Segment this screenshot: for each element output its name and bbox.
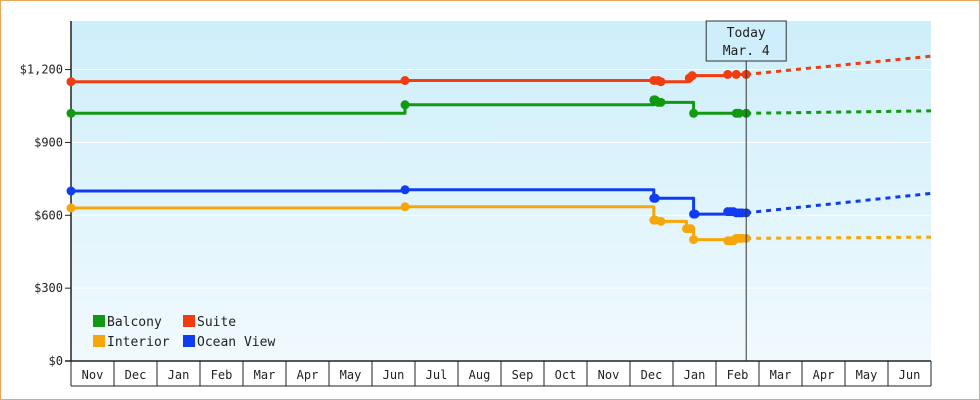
x-tick-label: Apr [813,368,835,382]
x-tick-label: Aug [469,368,491,382]
today-date: Mar. 4 [723,44,770,59]
y-tick-label: $300 [34,281,63,295]
legend-label: Balcony [107,315,162,330]
series-layer [66,54,932,246]
x-tick-label: Feb [727,368,749,382]
data-point [66,108,76,118]
legend-label: Ocean View [197,335,275,350]
data-point [689,235,699,245]
today-callout-box [705,20,787,62]
y-tick-label: $600 [34,208,63,222]
data-point [66,186,76,196]
series-ocean-view [66,185,932,219]
x-tick-label: Mar [770,368,792,382]
legend-swatch [183,315,195,327]
series-interior [66,202,932,246]
series-projection [746,109,932,115]
y-tick-label: $900 [34,135,63,149]
data-point [656,97,666,107]
x-tick-label: Apr [297,368,319,382]
data-point [731,69,741,79]
legend-label: Interior [107,335,170,350]
data-point [686,224,696,234]
x-tick-label: Oct [555,368,577,382]
data-point [734,108,744,118]
y-tick-label: $0 [49,354,63,368]
x-tick-label: Sep [512,368,534,382]
legend-swatch [183,335,195,347]
legend-item-suite: Suite [183,315,236,330]
legend-item-ocean-view: Ocean View [183,335,275,350]
x-tick-label: Nov [598,368,620,382]
x-tick-label: Jun [899,368,921,382]
data-point [650,193,660,203]
data-point [400,76,410,85]
x-tick-label: Dec [641,368,663,382]
data-point [723,69,733,79]
data-point [689,108,699,118]
y-axis: $0 $300 $600 $900 $1,200 [20,21,72,368]
data-point [656,77,666,87]
y-gridlines [71,69,931,289]
series-suite [66,54,932,87]
x-tick-label: Jun [383,368,405,382]
x-axis: Nov Dec Jan Feb Mar Apr May Jun Jul Aug Sep Oct Nov D… [65,360,932,387]
data-point [656,216,666,226]
data-point [66,203,76,213]
x-tick-label: Nov [82,368,104,382]
x-tick-label: Feb [211,368,233,382]
data-point [400,100,410,110]
legend-label: Suite [197,315,236,330]
legend-item-interior: Interior [93,335,170,350]
x-tick-label: Jul [426,368,448,382]
x-tick-label: Dec [125,368,147,382]
legend-item-balcony: Balcony [93,315,162,330]
x-tick-label: Jan [168,368,190,382]
data-point [66,77,76,87]
series-projection [746,54,932,76]
series-projection [746,235,932,240]
data-point [687,71,697,81]
x-tick-label: May [856,368,878,382]
y-tick-label: $1,200 [20,63,63,77]
data-point [400,185,410,195]
data-point [400,202,410,212]
legend: Balcony Suite Interior Ocean View [93,315,275,350]
legend-swatch [93,315,105,327]
today-label: Today [727,26,766,41]
data-point [690,209,700,219]
today-marker: Today Mar. 4 [705,20,787,361]
series-balcony [66,95,932,118]
x-tick-label: Mar [254,368,276,382]
x-tick-label: May [340,368,362,382]
x-tick-label: Jan [684,368,706,382]
legend-swatch [93,335,105,347]
series-projection [746,191,932,215]
